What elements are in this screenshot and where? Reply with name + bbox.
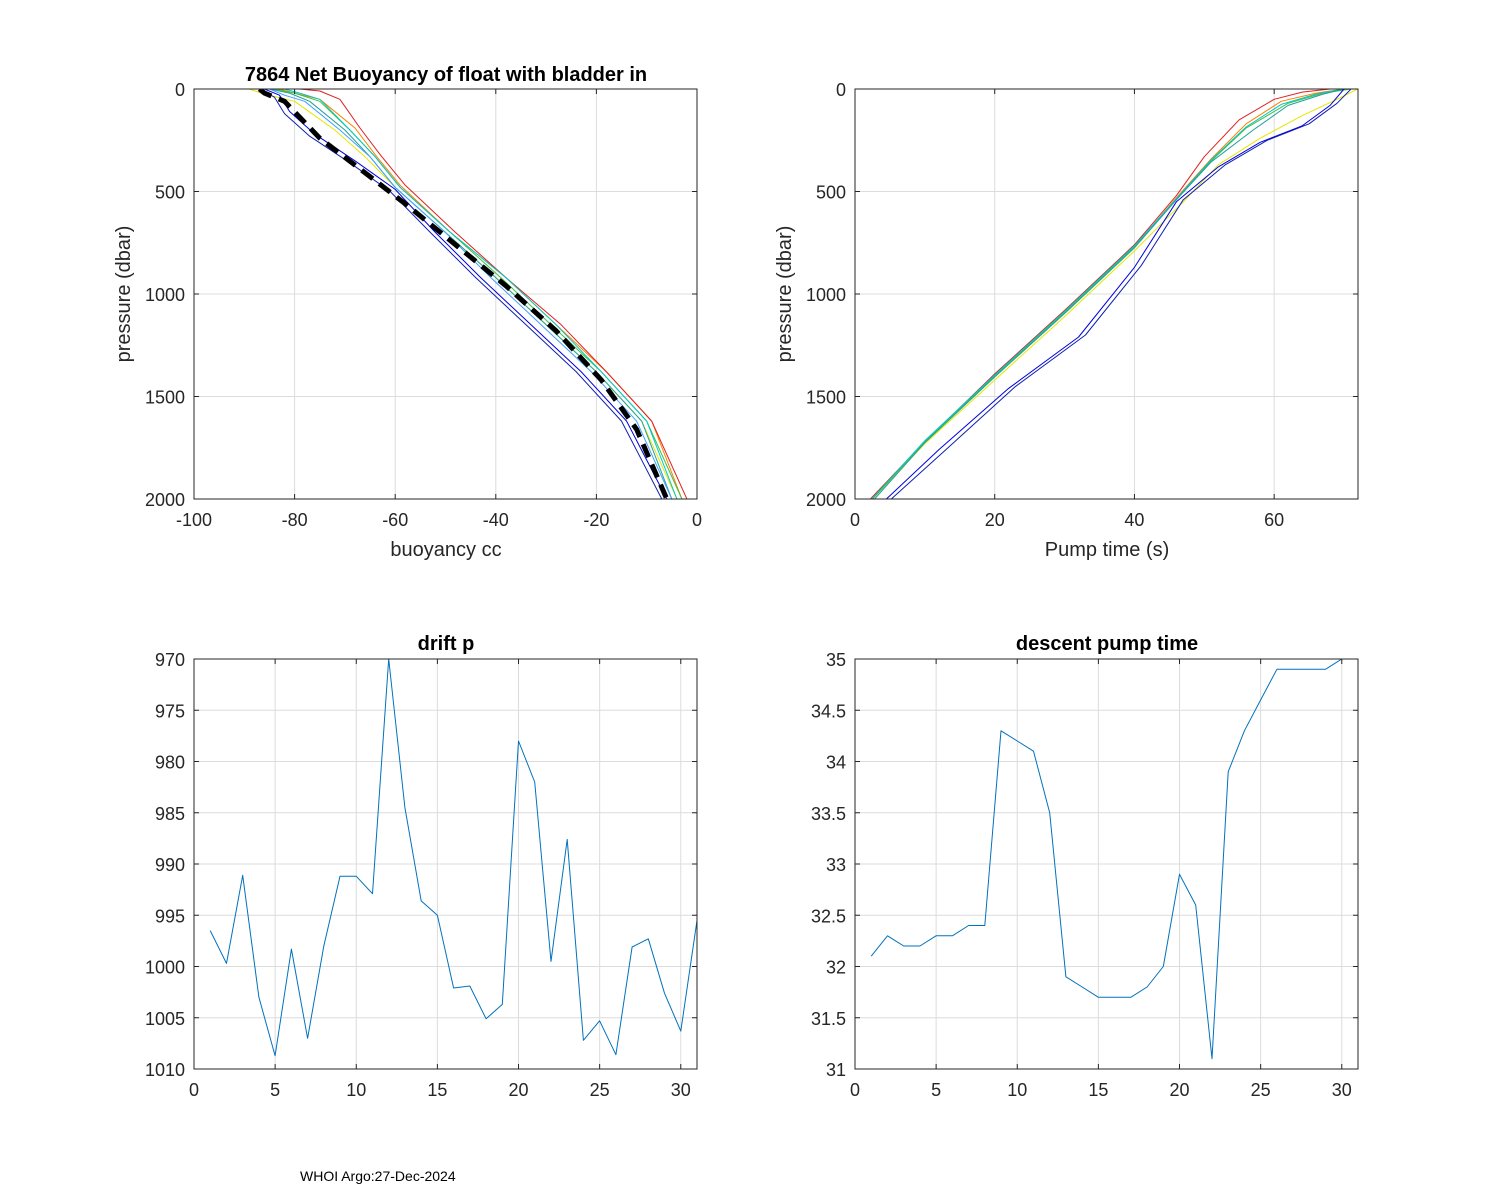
pump-ytick-label: 500 [816, 183, 846, 203]
pump-ytick-label: 1000 [806, 285, 846, 305]
buoyancy-axes: -100 -80 -60 -40 -20 0 0 500 1000 1500 2000 7864 Ne… [113, 64, 702, 561]
descent-ytick-label: 34.5 [811, 701, 846, 721]
drift-ytick-label: 980 [155, 753, 185, 773]
buoyancy-series-group [249, 89, 688, 499]
descent-ytick-label: 33 [826, 855, 846, 875]
buoyancy-ytick-label: 1500 [145, 388, 185, 408]
buoyancy-xtick-label: -100 [176, 510, 212, 530]
descent-ytick-label: 35 [826, 650, 846, 670]
pump-pump-navy-line [890, 89, 1352, 499]
descent-xtick-label: 5 [931, 1080, 941, 1100]
drift-axes: 0 5 10 15 20 25 30 970 975 980 985 990 995 1000 1005 10… [145, 633, 698, 1100]
pump-ytick-label: 0 [836, 80, 846, 100]
drift-ytick-label: 1000 [145, 958, 185, 978]
buoyancy-xtick-label: -40 [483, 510, 509, 530]
descent-series-line [870, 659, 1358, 1060]
descent-ytick-label: 31 [826, 1060, 846, 1080]
drift-xtick-label: 25 [590, 1080, 610, 1100]
pump-ytick-label: 2000 [806, 490, 846, 510]
buoyancy-ytick-label: 0 [175, 80, 185, 100]
descent-ytick-label: 31.5 [811, 1009, 846, 1029]
drift-xtick-label: 5 [270, 1080, 280, 1100]
buoyancy-ytick-label: 2000 [145, 490, 185, 510]
descent-ytick-label: 34 [826, 753, 846, 773]
drift-ytick-label: 985 [155, 804, 185, 824]
pump-ylabel: pressure (dbar) [774, 226, 796, 363]
descent-xtick-label: 15 [1088, 1080, 1108, 1100]
descent-xtick-label: 0 [850, 1080, 860, 1100]
drift-ytick-label: 1010 [145, 1060, 185, 1080]
buoyancy-xtick-label: 0 [692, 510, 702, 530]
buoyancy-title: 7864 Net Buoyancy of float with bladder … [245, 64, 647, 86]
buoyancy-profile-navy-line [259, 89, 663, 499]
drift-ytick-label: 995 [155, 906, 185, 926]
pump-xtick-label: 40 [1124, 510, 1144, 530]
pump-xlabel: Pump time (s) [1045, 539, 1169, 561]
descent-title: descent pump time [1016, 633, 1198, 655]
descent-ytick-label: 32 [826, 958, 846, 978]
drift-xtick-label: 15 [427, 1080, 447, 1100]
drift-ytick-label: 975 [155, 701, 185, 721]
buoyancy-profile-red-line [299, 89, 688, 499]
drift-title: drift p [418, 633, 475, 655]
pump-pump-yellow-line [872, 89, 1358, 499]
descent-xtick-label: 20 [1170, 1080, 1190, 1100]
drift-series-group [209, 659, 697, 1057]
pump-xtick-label: 20 [985, 510, 1005, 530]
buoyancy-xtick-label: -60 [382, 510, 408, 530]
pump-pump-teal-line [874, 89, 1345, 499]
drift-ytick-label: 1005 [145, 1009, 185, 1029]
pump-xtick-label: 0 [850, 510, 860, 530]
buoyancy-xtick-label: -20 [583, 510, 609, 530]
buoyancy-xtick-label: -80 [282, 510, 308, 530]
buoyancy-profile-cyan-line [284, 89, 678, 499]
drift-series-line [209, 659, 697, 1057]
drift-xtick-label: 10 [346, 1080, 366, 1100]
descent-series-group [870, 659, 1358, 1060]
buoyancy-ytick-label: 1000 [145, 285, 185, 305]
pump-axes: 0 20 40 60 0 500 1000 1500 2000 Pump time (s) pres… [774, 80, 1359, 561]
drift-grid [193, 658, 697, 1070]
descent-axes: 0 5 10 15 20 25 30 31 31.5 32 32.5 33 33.5 34 34.5 35 de… [811, 633, 1359, 1100]
footer-credit: WHOI Argo:27-Dec-2024 [300, 1168, 456, 1184]
drift-xtick-label: 30 [671, 1080, 691, 1100]
descent-xtick-label: 25 [1251, 1080, 1271, 1100]
pump-xtick-label: 60 [1264, 510, 1284, 530]
descent-ytick-label: 33.5 [811, 804, 846, 824]
drift-ytick-label: 990 [155, 855, 185, 875]
buoyancy-model-fit-line [257, 89, 670, 499]
drift-xtick-label: 0 [189, 1080, 199, 1100]
drift-ytick-label: 970 [155, 650, 185, 670]
descent-ytick-label: 32.5 [811, 906, 846, 926]
pump-pump-blue-line [886, 89, 1345, 499]
pump-ytick-label: 1500 [806, 388, 846, 408]
descent-xtick-label: 10 [1007, 1080, 1027, 1100]
buoyancy-xlabel: buoyancy cc [390, 539, 501, 561]
buoyancy-ytick-label: 500 [155, 183, 185, 203]
pump-pump-cyan-line [871, 89, 1345, 499]
descent-xtick-label: 30 [1332, 1080, 1352, 1100]
buoyancy-ylabel: pressure (dbar) [113, 226, 135, 363]
drift-xtick-label: 20 [509, 1080, 529, 1100]
pump-series-group [870, 89, 1358, 499]
